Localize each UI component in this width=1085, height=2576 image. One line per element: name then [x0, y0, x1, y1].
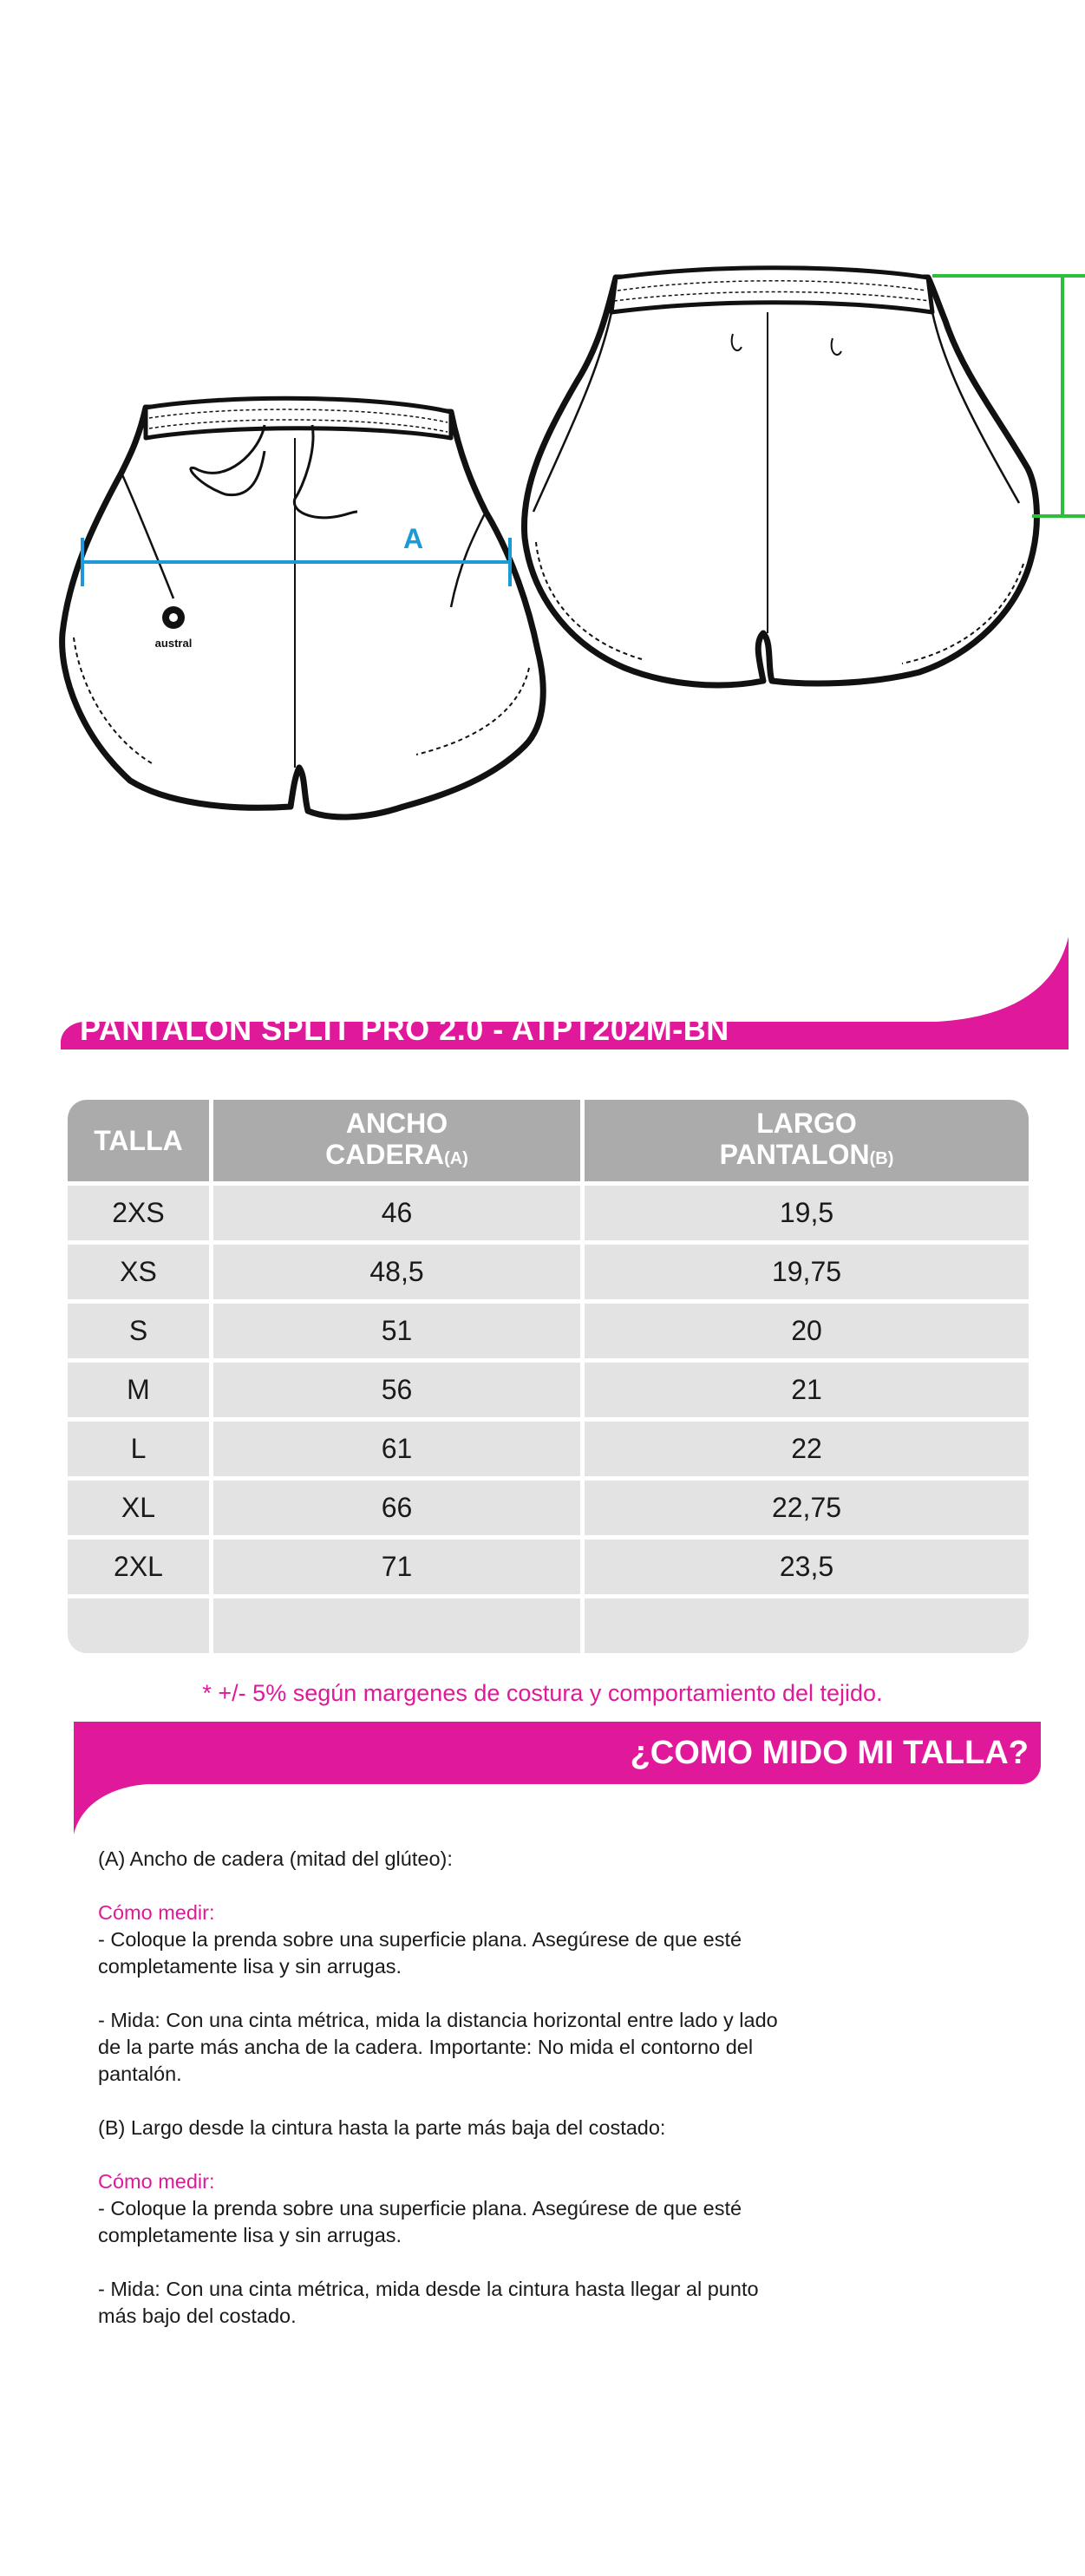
shorts-back-view	[520, 265, 1040, 689]
shorts-front-view	[59, 396, 546, 821]
product-title: PANTALON SPLIT PRO 2.0 - ATPT202M-BN	[80, 1011, 729, 1047]
header-hip-width: ANCHO CADERA(A)	[213, 1100, 585, 1181]
cell-size: 2XS	[68, 1181, 213, 1240]
cell-size: XS	[68, 1240, 213, 1299]
table-row-empty	[68, 1594, 1029, 1653]
measure-a-label: A	[403, 523, 423, 554]
size-table: TALLA ANCHO CADERA(A) LARGO PANTALON(B) …	[68, 1100, 1029, 1653]
measure-a-step-1: - Coloque la prenda sobre una superficie…	[98, 1928, 742, 1978]
brand-logo-text: austral	[155, 637, 193, 650]
measure-a-heading: (A) Ancho de cadera (mitad del glúteo):	[98, 1847, 453, 1870]
cell-width: 56	[213, 1358, 585, 1417]
table-row: M 56 21	[68, 1358, 1029, 1417]
cell-length: 21	[585, 1358, 1029, 1417]
measure-b-step-2: - Mida: Con una cinta métrica, mida desd…	[98, 2278, 759, 2327]
measure-a-indicator	[81, 538, 512, 586]
header-length: LARGO PANTALON(B)	[585, 1100, 1029, 1181]
cell-size: L	[68, 1417, 213, 1476]
shorts-illustration: austral A B	[59, 265, 1085, 821]
cell-length: 23,5	[585, 1535, 1029, 1594]
cell-length: 19,5	[585, 1181, 1029, 1240]
cell-width: 61	[213, 1417, 585, 1476]
table-row: XS 48,5 19,75	[68, 1240, 1029, 1299]
how-to-measure-title: ¿COMO MIDO MI TALLA?	[630, 1735, 1029, 1771]
cell-length: 20	[585, 1299, 1029, 1358]
cell-size: 2XL	[68, 1535, 213, 1594]
tolerance-note: * +/- 5% según margenes de costura y com…	[202, 1680, 883, 1706]
header-size: TALLA	[68, 1100, 213, 1181]
table-row: L 61 22	[68, 1417, 1029, 1476]
measure-b-how-label: Cómo medir:	[98, 2170, 215, 2193]
how-to-measure-band	[74, 1722, 1041, 1834]
measure-a-how-label: Cómo medir:	[98, 1901, 215, 1924]
cell-size: M	[68, 1358, 213, 1417]
table-row: 2XS 46 19,5	[68, 1181, 1029, 1240]
measure-b-heading: (B) Largo desde la cintura hasta la part…	[98, 2116, 666, 2139]
cell-size: XL	[68, 1476, 213, 1535]
measurement-instructions: (A) Ancho de cadera (mitad del glúteo): …	[98, 1846, 792, 2330]
measure-a-step-2: - Mida: Con una cinta métrica, mida la d…	[98, 2009, 778, 2085]
cell-length: 22	[585, 1417, 1029, 1476]
table-row: 2XL 71 23,5	[68, 1535, 1029, 1594]
cell-width: 48,5	[213, 1240, 585, 1299]
cell-size	[68, 1594, 213, 1653]
cell-size: S	[68, 1299, 213, 1358]
brand-logo-icon: austral	[155, 606, 193, 650]
cell-length: 19,75	[585, 1240, 1029, 1299]
measure-b-indicator	[932, 274, 1085, 518]
table-header-row: TALLA ANCHO CADERA(A) LARGO PANTALON(B)	[68, 1100, 1029, 1181]
cell-length	[585, 1594, 1029, 1653]
cell-length: 22,75	[585, 1476, 1029, 1535]
cell-width: 51	[213, 1299, 585, 1358]
cell-width: 46	[213, 1181, 585, 1240]
measure-b-step-1: - Coloque la prenda sobre una superficie…	[98, 2197, 742, 2246]
title-band	[61, 937, 1069, 1049]
cell-width	[213, 1594, 585, 1653]
table-row: S 51 20	[68, 1299, 1029, 1358]
table-row: XL 66 22,75	[68, 1476, 1029, 1535]
cell-width: 71	[213, 1535, 585, 1594]
cell-width: 66	[213, 1476, 585, 1535]
